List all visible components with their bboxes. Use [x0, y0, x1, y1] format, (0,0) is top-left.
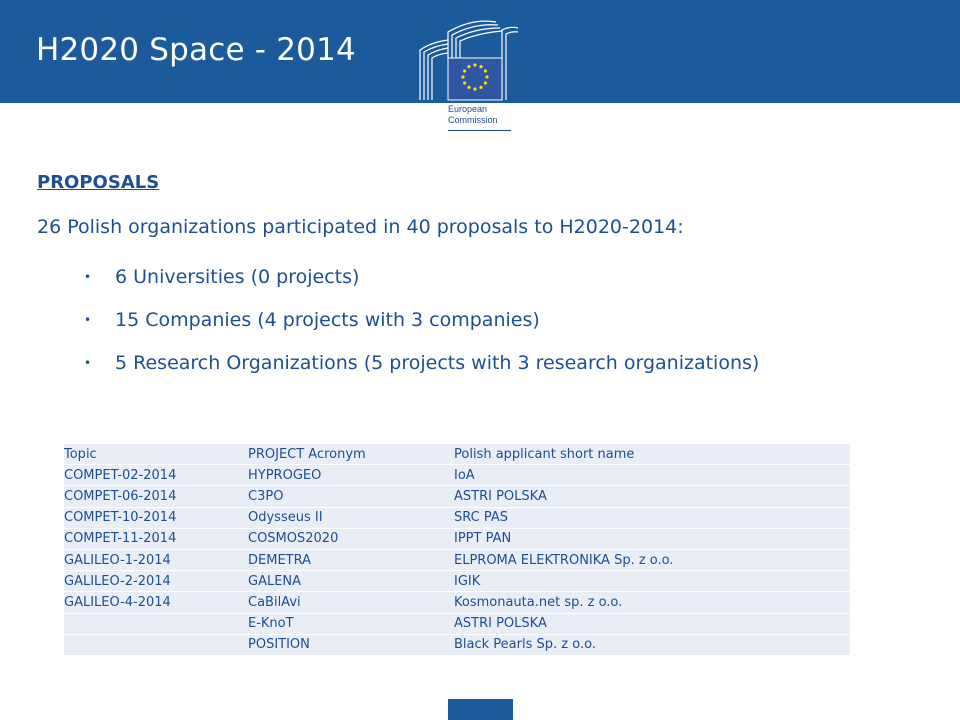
- column-header-applicant: Polish applicant short name: [454, 444, 850, 466]
- cell-applicant: ASTRI POLSKA: [454, 485, 850, 508]
- footer-flag-block: [448, 699, 513, 720]
- table-row: COMPET-02-2014 HYPROGEO IoA: [64, 464, 850, 487]
- logo-text-line2: Commission: [448, 115, 498, 125]
- cell-applicant: ASTRI POLSKA: [454, 613, 850, 635]
- table-row: POSITION Black Pearls Sp. z o.o.: [64, 634, 850, 656]
- table-row: GALILEO-1-2014 DEMETRA ELPROMA ELEKTRONI…: [64, 549, 850, 572]
- table-row: COMPET-06-2014 C3PO ASTRI POLSKA: [64, 485, 850, 508]
- bullet-text: 5 Research Organizations (5 projects wit…: [115, 352, 760, 374]
- cell-applicant: SRC PAS: [454, 507, 850, 529]
- intro-text: 26 Polish organizations participated in …: [37, 216, 684, 238]
- cell-acronym: HYPROGEO: [248, 464, 454, 487]
- cell-acronym: C3PO: [248, 485, 454, 508]
- cell-topic: COMPET-10-2014: [64, 507, 248, 529]
- cell-applicant: IoA: [454, 464, 850, 487]
- bullet-item: • 15 Companies (4 projects with 3 compani…: [84, 299, 904, 342]
- cell-applicant: Kosmonauta.net sp. z o.o.: [454, 591, 850, 614]
- cell-applicant: IPPT PAN: [454, 528, 850, 550]
- logo-underline: [448, 130, 511, 131]
- bullet-text: 15 Companies (4 projects with 3 companie…: [115, 309, 540, 331]
- cell-topic: COMPET-06-2014: [64, 485, 248, 508]
- bullet-item: • 6 Universities (0 projects): [84, 256, 904, 299]
- bullet-dot-icon: •: [84, 270, 92, 284]
- cell-applicant: IGIK: [454, 570, 850, 593]
- cell-topic: GALILEO-1-2014: [64, 549, 248, 572]
- cell-topic: GALILEO-2-2014: [64, 570, 248, 593]
- section-title: PROPOSALS: [37, 172, 160, 193]
- slide-title: H2020 Space - 2014: [36, 32, 356, 68]
- bullet-dot-icon: •: [84, 313, 92, 327]
- cell-acronym: GALENA: [248, 570, 454, 593]
- table-row: E-KnoT ASTRI POLSKA: [64, 613, 850, 635]
- cell-applicant: ELPROMA ELEKTRONIKA Sp. z o.o.: [454, 549, 850, 572]
- cell-topic: [64, 634, 248, 656]
- table-header-row: Topic PROJECT Acronym Polish applicant s…: [64, 444, 850, 466]
- cell-topic: [64, 613, 248, 635]
- cell-acronym: COSMOS2020: [248, 528, 454, 550]
- bullet-dot-icon: •: [84, 356, 92, 370]
- table-row: COMPET-10-2014 Odysseus II SRC PAS: [64, 507, 850, 529]
- projects-table: Topic PROJECT Acronym Polish applicant s…: [64, 444, 850, 656]
- cell-acronym: CaBilAvi: [248, 591, 454, 614]
- bullet-item: • 5 Research Organizations (5 projects wi…: [84, 342, 904, 385]
- cell-acronym: POSITION: [248, 634, 454, 656]
- cell-topic: GALILEO-4-2014: [64, 591, 248, 614]
- logo-text-line1: European: [448, 104, 488, 114]
- cell-topic: COMPET-02-2014: [64, 464, 248, 487]
- table-row: COMPET-11-2014 COSMOS2020 IPPT PAN: [64, 528, 850, 550]
- logo-text: European Commission: [448, 104, 518, 126]
- european-commission-logo: [419, 20, 519, 101]
- cell-acronym: DEMETRA: [248, 549, 454, 572]
- table-row: GALILEO-4-2014 CaBilAvi Kosmonauta.net s…: [64, 591, 850, 614]
- cell-acronym: E-KnoT: [248, 613, 454, 635]
- bullet-list: • 6 Universities (0 projects) • 15 Compani…: [84, 256, 904, 385]
- table-row: GALILEO-2-2014 GALENA IGIK: [64, 570, 850, 593]
- cell-applicant: Black Pearls Sp. z o.o.: [454, 634, 850, 656]
- column-header-acronym: PROJECT Acronym: [248, 444, 454, 466]
- column-header-topic: Topic: [64, 444, 248, 466]
- bullet-text: 6 Universities (0 projects): [115, 266, 360, 288]
- cell-acronym: Odysseus II: [248, 507, 454, 529]
- cell-topic: COMPET-11-2014: [64, 528, 248, 550]
